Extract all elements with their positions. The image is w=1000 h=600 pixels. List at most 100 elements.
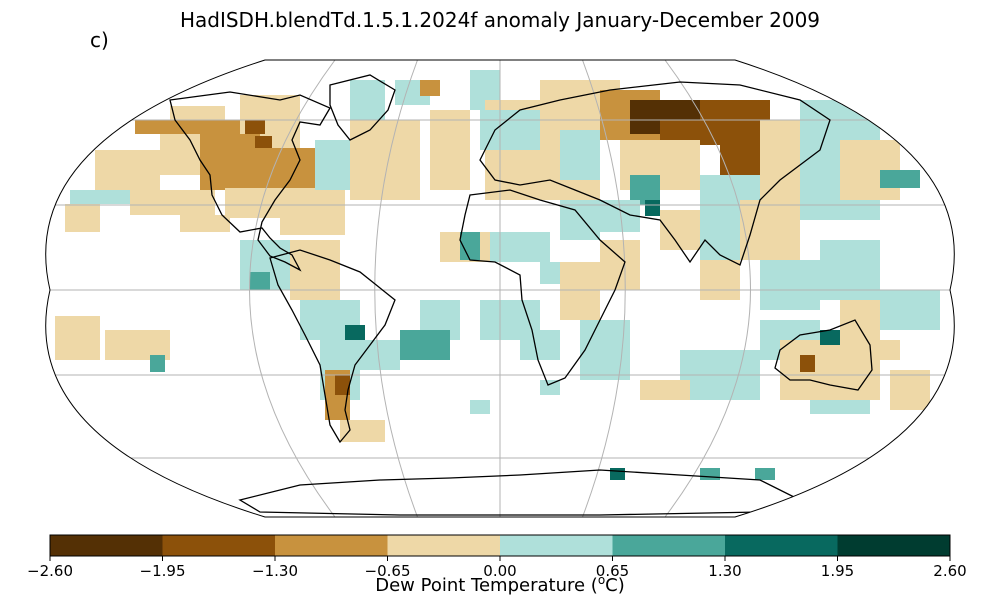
anomaly-cell [692,154,700,168]
anomaly-cell [560,200,578,214]
anomaly-cell [890,370,908,384]
anomaly-cell [456,300,460,314]
anomaly-cell [880,170,898,184]
anomaly-cell [778,176,796,190]
anomaly-cell [700,260,718,274]
anomaly-cell [400,358,418,360]
coastline [269,249,396,444]
anomaly-cell [618,214,636,228]
anomaly-cell [131,178,149,192]
anomaly-cell [773,468,775,480]
map-outline [45,59,955,518]
anomaly-cell [778,302,796,310]
anomaly-cell [856,296,874,300]
anomaly-cell [800,212,818,220]
anomaly-cell [269,176,287,188]
anomaly-cell [876,314,880,328]
anomaly-cell [616,376,630,380]
anomaly-cell [149,164,160,178]
anomaly-cell [700,189,718,203]
anomaly-cell [498,138,516,150]
anomaly-cell [516,124,534,138]
coastline [774,319,873,391]
anomaly-cell [736,252,740,260]
anomaly-cell [106,190,124,204]
anomaly-cell [326,268,340,282]
anomaly-cell [872,212,880,220]
anomaly-cell [580,376,598,380]
anomaly-cell [716,392,734,400]
anomaly-cell [656,154,674,168]
anomaly-cell [736,128,754,134]
anomaly-cell [858,140,876,154]
anomaly-cell [386,162,404,176]
coastline [459,189,626,386]
anomaly-cell [934,290,940,304]
anomaly-cell [558,276,560,284]
longitude-gridline [249,60,336,517]
anomaly-cell [368,176,386,190]
anomaly-cell [198,215,216,229]
anomaly-cell [498,300,516,314]
anomaly-cell [778,162,796,176]
anomaly-cell [894,140,900,154]
anomaly-cell [218,134,236,148]
anomaly-cell [159,344,170,358]
anomaly-cell [251,162,269,176]
anomaly-cell [345,325,363,339]
anomaly-cell [430,152,448,166]
anomaly-cell [350,148,368,162]
anomaly-cell [580,362,598,376]
anomaly-cell [776,256,794,260]
anomaly-cell [700,288,718,300]
anomaly-cell [630,189,648,203]
anomaly-cell [338,354,356,368]
anomaly-cell [508,260,526,262]
anomaly-cell [320,340,338,354]
anomaly-cell [556,330,560,344]
anomaly-cell [343,398,350,412]
anomaly-cell [758,228,776,242]
anomaly-cell [560,214,578,228]
longitude-gridline [582,60,626,517]
anomaly-cell [718,203,736,210]
anomaly-cell [378,340,396,354]
anomaly-cell [618,254,636,268]
anomaly-cell [215,162,233,176]
anomaly-cell [736,238,740,252]
anomaly-cell [934,304,940,318]
colorbar-boxes [49,534,951,557]
anomaly-cell [620,154,638,168]
anomaly-cell [113,164,131,178]
anomaly-cell [578,200,596,214]
anomaly-cell [600,282,618,290]
anomaly-cell [630,114,648,128]
colorbar-box [50,535,163,556]
anomaly-cell [520,344,538,358]
anomaly-cell [720,162,738,175]
anomaly-cell [578,276,596,290]
anomaly-cell [578,158,596,172]
anomaly-cell [470,70,488,84]
anomaly-cell [636,268,640,282]
anomaly-cell [760,288,778,302]
anomaly-cell [736,100,754,114]
anomaly-cell [636,282,640,290]
anomaly-cell [736,224,740,238]
anomaly-cell [448,124,466,138]
colorbar-box [275,535,388,556]
anomaly-cell [778,134,796,148]
colorbar-label-suffix: C) [605,575,625,596]
anomaly-cell [818,114,836,128]
anomaly-cell [718,238,736,252]
anomaly-cell [438,314,456,328]
anomaly-cell [916,318,934,330]
anomaly-cell [648,189,660,203]
anomaly-cell [470,400,488,414]
anomaly-cell [240,95,258,109]
anomaly-cell [778,288,796,302]
anomaly-cell [598,362,616,376]
colorbar-box [162,535,275,556]
anomaly-cell [224,106,225,120]
